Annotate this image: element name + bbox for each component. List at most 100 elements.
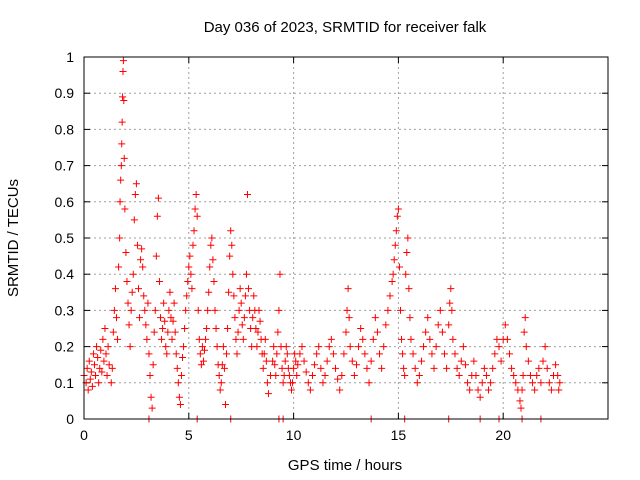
data-point (493, 335, 501, 343)
data-point (369, 335, 377, 343)
data-point (503, 335, 511, 343)
data-point (464, 379, 472, 387)
data-point (329, 350, 337, 358)
data-point (313, 350, 321, 358)
data-point (438, 328, 446, 336)
data-point (262, 357, 270, 365)
data-point (157, 314, 165, 322)
data-point (179, 353, 187, 361)
data-point (531, 386, 539, 394)
y-tick-label: 0 (66, 411, 74, 427)
data-point (255, 306, 263, 314)
data-point (96, 364, 104, 372)
data-point (232, 335, 240, 343)
data-point (112, 314, 120, 322)
data-point (405, 285, 413, 293)
data-point (340, 350, 348, 358)
data-point (290, 364, 298, 372)
data-point (457, 357, 465, 365)
data-point (478, 379, 486, 387)
y-tick-label: 0.2 (55, 339, 75, 355)
data-point (137, 256, 145, 264)
data-point (209, 256, 217, 264)
data-point (260, 350, 268, 358)
data-point (229, 270, 237, 278)
x-axis-title: GPS time / hours (288, 457, 402, 474)
data-point (170, 299, 178, 307)
data-point (201, 346, 209, 354)
data-point (245, 285, 253, 293)
data-point (213, 343, 221, 351)
data-point (116, 198, 124, 206)
data-point (453, 364, 461, 372)
data-point (296, 350, 304, 358)
data-point (289, 379, 297, 387)
data-point (141, 306, 149, 314)
data-point (149, 361, 157, 369)
data-point (195, 335, 203, 343)
data-point (164, 328, 172, 336)
data-point (90, 361, 98, 369)
data-point (124, 299, 132, 307)
data-point (396, 306, 404, 314)
data-point (327, 335, 335, 343)
data-point (117, 176, 125, 184)
data-point (122, 248, 130, 256)
data-point (276, 270, 284, 278)
x-tick-label: 10 (286, 427, 302, 443)
data-point (505, 350, 513, 358)
data-point (355, 343, 363, 351)
data-point (336, 386, 344, 394)
data-point (524, 357, 532, 365)
data-point (186, 252, 194, 260)
data-point (259, 364, 267, 372)
data-point (85, 357, 93, 365)
data-point (238, 321, 246, 329)
data-point (217, 379, 225, 387)
data-point (512, 379, 520, 387)
y-tick-label: 0.9 (55, 85, 75, 101)
data-point (130, 216, 138, 224)
data-point (332, 364, 340, 372)
data-point (449, 335, 457, 343)
data-point (151, 306, 159, 314)
data-point (216, 386, 224, 394)
data-point (371, 314, 379, 322)
data-point (487, 379, 495, 387)
data-point (198, 343, 206, 351)
data-point (230, 292, 238, 300)
data-point (448, 306, 456, 314)
data-point (114, 335, 122, 343)
data-point (288, 386, 296, 394)
data-point (104, 343, 112, 351)
data-point (102, 350, 110, 358)
data-point (158, 335, 166, 343)
data-point (171, 328, 179, 336)
data-point (88, 382, 96, 390)
data-point (432, 343, 440, 351)
data-point (508, 364, 516, 372)
data-point (346, 343, 354, 351)
data-point (403, 248, 411, 256)
data-point (516, 397, 524, 405)
data-point (552, 361, 560, 369)
data-point (208, 234, 216, 242)
data-point (344, 285, 352, 293)
data-point (386, 292, 394, 300)
data-point (123, 277, 131, 285)
data-point (426, 335, 434, 343)
data-point (163, 350, 171, 358)
data-point (285, 372, 293, 380)
data-point (545, 379, 553, 387)
data-point (117, 162, 125, 170)
data-point (411, 364, 419, 372)
data-point (174, 379, 182, 387)
data-point (172, 350, 180, 358)
data-point (390, 256, 398, 264)
data-point (413, 379, 421, 387)
data-point (152, 252, 160, 260)
data-point (428, 350, 436, 358)
data-point (293, 372, 301, 380)
data-point (470, 357, 478, 365)
